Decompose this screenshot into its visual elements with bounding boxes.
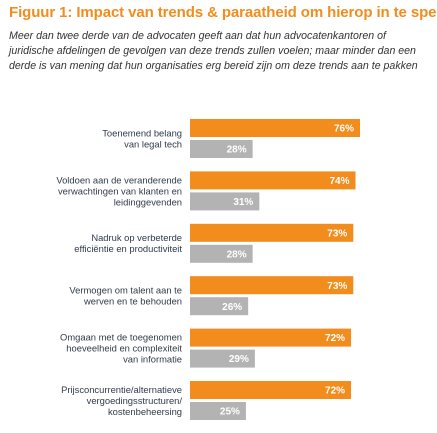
value-label-series1-4: 73% xyxy=(327,281,347,292)
value-label-series1-1: 76% xyxy=(334,124,354,135)
value-label-series2-6: 25% xyxy=(220,407,240,418)
chart-title: Figuur 1: Impact van trends & paraatheid… xyxy=(9,4,437,21)
bar-series1-6 xyxy=(190,381,352,399)
bar-series1-5 xyxy=(190,328,352,347)
bar-series1-3 xyxy=(190,223,354,242)
bar-series1-2 xyxy=(190,171,356,190)
value-label-series1-5: 72% xyxy=(325,333,345,344)
value-label-series1-3: 73% xyxy=(327,228,347,239)
bar-series2-2 xyxy=(190,192,260,211)
category-label-3: Nadruk op verbeterde efficiëntie en produ… xyxy=(74,232,182,254)
value-label-series2-3: 28% xyxy=(227,249,247,260)
bar-series2-3 xyxy=(190,244,253,263)
bar-series1-1 xyxy=(190,119,360,137)
value-label-series2-5: 29% xyxy=(229,354,249,365)
value-label-series2-4: 26% xyxy=(222,302,242,313)
value-label-series2-2: 31% xyxy=(233,197,253,208)
bar-series2-1 xyxy=(190,140,253,158)
bar-series2-5 xyxy=(190,349,255,368)
category-label-4: Vermogen om talent aan te werven en te be… xyxy=(69,285,182,307)
bar-series1-4 xyxy=(190,276,354,295)
category-label-5: Omgaan met de toegenomen hoeveelheid en c… xyxy=(60,332,182,365)
value-label-series1-6: 72% xyxy=(325,386,345,397)
category-label-6: Prijsconcurrentie/alternatieve vergoeding… xyxy=(61,384,182,417)
value-label-series2-1: 28% xyxy=(227,145,247,156)
category-label-1: Toenemend belang van legal tech xyxy=(102,127,182,149)
value-label-series1-2: 74% xyxy=(330,176,350,187)
chart-subtitle: Meer dan twee derde van de advocaten gee… xyxy=(9,30,418,72)
bar-series2-4 xyxy=(190,297,249,316)
bar-series2-6 xyxy=(190,402,246,420)
category-label-2: Voldoen aan de veranderende verwachtingen… xyxy=(56,174,182,207)
